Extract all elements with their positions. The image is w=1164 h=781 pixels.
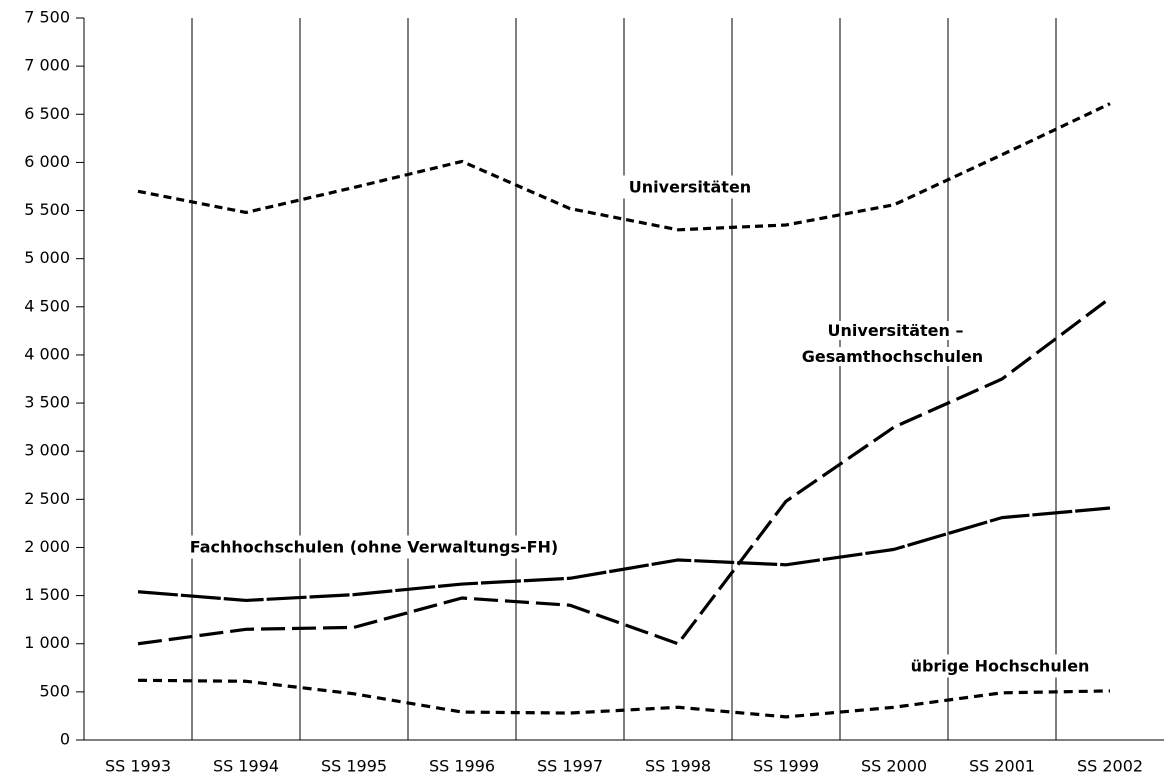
- series-line: [137, 506, 1111, 603]
- series-label: Fachhochschulen (ohne Verwaltungs-FH): [190, 538, 559, 557]
- x-tick-label: SS 2002: [1077, 757, 1143, 776]
- series-label-text: Universitäten – Gesamthochschulen: [801, 321, 987, 366]
- y-tick-label: 4 000: [24, 344, 70, 363]
- x-tick-label: SS 1993: [105, 757, 171, 776]
- x-tick-label: SS 2001: [969, 757, 1035, 776]
- y-tick-label: 1 000: [24, 633, 70, 652]
- y-tick-label: 5 500: [24, 200, 70, 219]
- series-line: [137, 102, 1111, 232]
- series-label: übrige Hochschulen: [911, 657, 1090, 676]
- x-tick-label: SS 1998: [645, 757, 711, 776]
- x-tick-label: SS 1997: [537, 757, 603, 776]
- y-tick-label: 4 500: [24, 296, 70, 315]
- y-tick-label: 2 000: [24, 537, 70, 556]
- y-tick-label: 3 500: [24, 393, 70, 412]
- y-tick-label: 7 500: [24, 8, 70, 27]
- y-tick-label: 3 000: [24, 441, 70, 460]
- label-background: [904, 654, 1096, 678]
- x-tick-label: SS 1995: [321, 757, 387, 776]
- y-tick-label: 500: [39, 681, 70, 700]
- x-tick-label: SS 1999: [753, 757, 819, 776]
- y-tick-label: 5 000: [24, 248, 70, 267]
- series-label: Universitäten – Gesamthochschulen: [772, 318, 1016, 370]
- y-tick-label: 6 000: [24, 152, 70, 171]
- series-line: [137, 678, 1111, 719]
- y-tick-label: 1 500: [24, 585, 70, 604]
- series-label: Universitäten: [629, 178, 751, 197]
- y-tick-label: 6 500: [24, 104, 70, 123]
- series-line: [137, 296, 1111, 646]
- y-tick-label: 7 000: [24, 56, 70, 75]
- x-tick-label: SS 1996: [429, 757, 495, 776]
- y-tick-label: 0: [60, 730, 70, 749]
- x-tick-label: SS 1994: [213, 757, 279, 776]
- label-background: [622, 175, 758, 199]
- y-tick-label: 2 500: [24, 489, 70, 508]
- label-background: [183, 535, 565, 559]
- x-tick-label: SS 2000: [861, 757, 927, 776]
